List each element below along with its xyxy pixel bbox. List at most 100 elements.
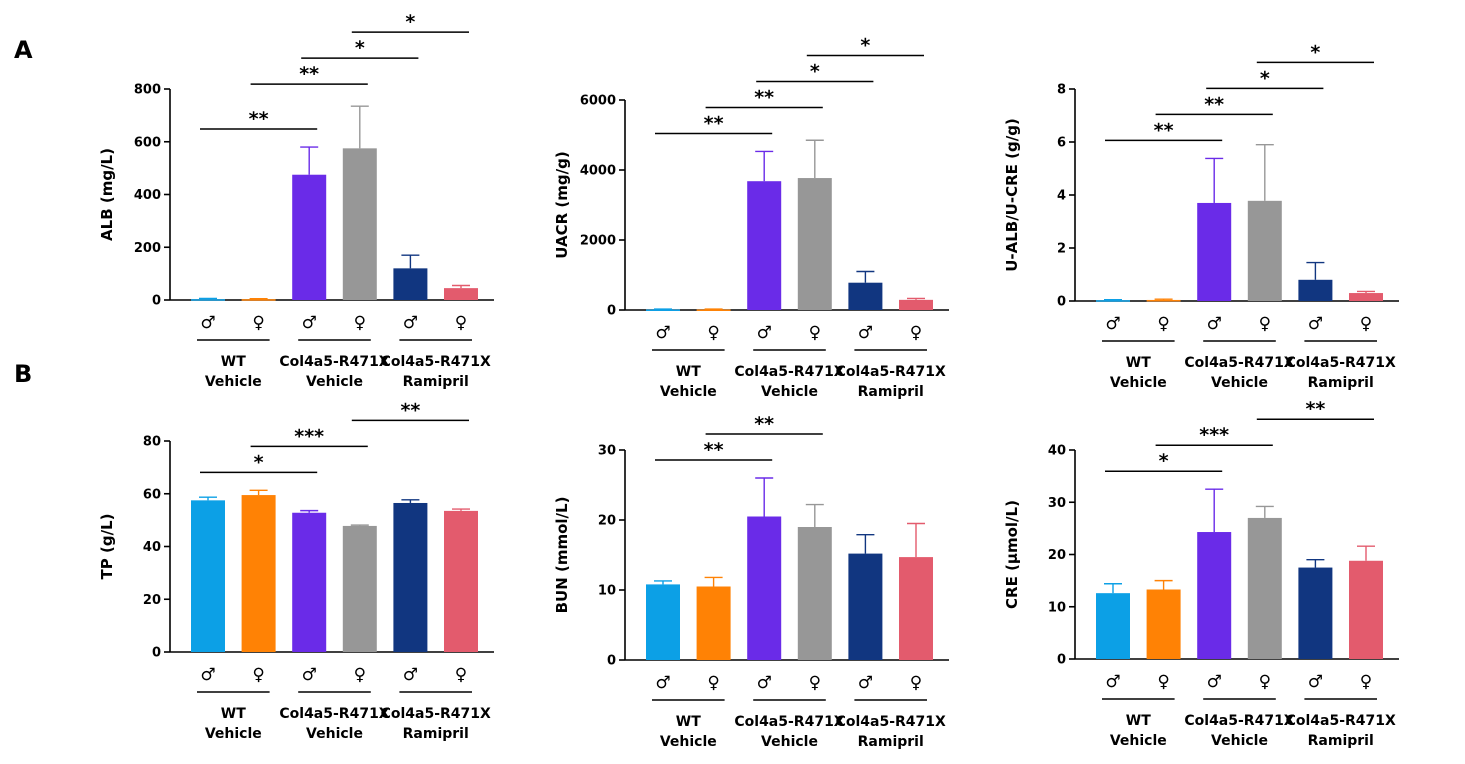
sex-symbol: ♀ <box>252 313 264 333</box>
bar <box>1298 279 1333 301</box>
chart-1: 0 200 400 600 800 ALB (mg/L) ♂ ♀ ♂ ♀ ♂ ♀ WT Vehicle Co… <box>98 11 494 390</box>
group-label-line1: Col4a5-R471X <box>1286 713 1396 729</box>
group-label-line2: Ramipril <box>1308 375 1374 391</box>
sex-symbol: ♂ <box>1207 672 1222 692</box>
y-tick-label: 200 <box>134 241 161 256</box>
y-tick-label: 600 <box>134 135 161 150</box>
y-tick-label: 30 <box>598 444 616 459</box>
sex-symbol: ♂ <box>1105 314 1120 334</box>
significance-stars: ** <box>299 63 319 85</box>
chart-2: 0 2000 4000 6000 UACR (mg/g) ♂ ♀ ♂ ♀ ♂ ♀ WT Vehicle C… <box>553 34 949 400</box>
sex-symbol: ♀ <box>1157 672 1169 692</box>
y-tick-label: 20 <box>598 514 616 529</box>
sex-symbol: ♀ <box>910 673 922 693</box>
group-label-line1: Col4a5-R471X <box>279 706 389 722</box>
group-label-line1: WT <box>1126 355 1151 371</box>
y-tick-label: 40 <box>143 540 161 555</box>
group-label-line2: Ramipril <box>403 726 469 742</box>
sex-symbol: ♂ <box>302 313 317 333</box>
y-tick-label: 6 <box>1057 136 1066 151</box>
bar <box>241 495 276 652</box>
group-label-line2: Ramipril <box>1308 733 1374 749</box>
significance-stars: ** <box>704 112 724 134</box>
sex-symbol: ♀ <box>354 665 366 685</box>
y-tick-label: 10 <box>598 584 616 599</box>
significance-stars: ** <box>249 108 269 130</box>
significance-stars: * <box>1260 67 1270 89</box>
bar <box>444 510 478 652</box>
sex-symbol: ♂ <box>858 673 873 693</box>
group-label-line2: Vehicle <box>306 726 363 742</box>
bar <box>342 148 377 300</box>
group-label-line1: Col4a5-R471X <box>1286 355 1396 371</box>
bar <box>797 527 832 660</box>
group-label-line1: Col4a5-R471X <box>836 364 946 380</box>
y-axis-label: U-ALB/U-CRE (g/g) <box>1003 118 1021 272</box>
y-tick-label: 0 <box>607 654 616 669</box>
bar <box>393 268 428 300</box>
y-axis-label: CRE (μmol/L) <box>1003 500 1021 609</box>
sex-symbol: ♂ <box>655 323 670 343</box>
group-label-line2: Vehicle <box>1110 733 1167 749</box>
sex-symbol: ♀ <box>354 313 366 333</box>
y-tick-label: 8 <box>1057 83 1066 98</box>
chart-5: 0 10 20 30 BUN (mmol/L) ♂ ♀ ♂ ♀ ♂ ♀ WT Vehicle Col4a5… <box>553 413 949 750</box>
y-tick-label: 0 <box>1057 295 1066 310</box>
y-tick-label: 20 <box>1048 548 1066 563</box>
y-tick-label: 4 <box>1057 189 1066 204</box>
sex-symbol: ♀ <box>455 313 467 333</box>
bar <box>848 282 883 310</box>
group-label-line2: Vehicle <box>205 374 262 390</box>
sex-symbol: ♂ <box>302 665 317 685</box>
y-axis-label: ALB (mg/L) <box>98 148 116 241</box>
bar <box>747 181 782 310</box>
y-tick-label: 2000 <box>580 234 616 249</box>
significance-stars: ** <box>704 439 724 461</box>
sex-symbol: ♂ <box>1105 672 1120 692</box>
y-tick-label: 20 <box>143 593 161 608</box>
bar <box>1298 567 1333 659</box>
y-tick-label: 4000 <box>580 164 616 179</box>
y-tick-label: 0 <box>152 646 161 661</box>
bar <box>191 500 225 652</box>
y-tick-label: 80 <box>143 435 161 450</box>
sex-symbol: ♂ <box>757 673 772 693</box>
bar <box>1349 560 1383 659</box>
significance-stars: * <box>810 60 820 82</box>
group-label-line2: Vehicle <box>205 726 262 742</box>
bar <box>899 557 933 660</box>
sex-symbol: ♀ <box>1157 314 1169 334</box>
group-label-line1: Col4a5-R471X <box>381 354 491 370</box>
significance-stars: ** <box>400 399 420 421</box>
bar <box>797 178 832 310</box>
y-tick-label: 30 <box>1048 496 1066 511</box>
significance-stars: * <box>254 451 264 473</box>
group-label-line1: Col4a5-R471X <box>1184 713 1294 729</box>
sex-symbol: ♂ <box>403 313 418 333</box>
group-label-line2: Vehicle <box>306 374 363 390</box>
bar <box>292 174 327 300</box>
bar <box>1197 532 1232 659</box>
y-tick-label: 6000 <box>580 94 616 109</box>
y-tick-label: 0 <box>152 294 161 309</box>
sex-symbol: ♂ <box>655 673 670 693</box>
sex-symbol: ♀ <box>809 673 821 693</box>
significance-stars: * <box>1159 450 1169 472</box>
y-tick-label: 0 <box>607 304 616 319</box>
group-label-line2: Ramipril <box>858 384 924 400</box>
bar <box>1146 299 1181 302</box>
bar <box>1349 293 1383 301</box>
bar <box>342 525 377 652</box>
group-label-line1: WT <box>1126 713 1151 729</box>
bar <box>1096 300 1130 302</box>
sex-symbol: ♀ <box>252 665 264 685</box>
significance-stars: *** <box>1199 424 1229 446</box>
bar <box>191 299 225 301</box>
bar <box>696 586 731 660</box>
bar <box>1096 593 1130 659</box>
group-label-line2: Vehicle <box>1110 375 1167 391</box>
y-tick-label: 40 <box>1048 444 1066 459</box>
sex-symbol: ♀ <box>1360 672 1372 692</box>
group-label-line1: Col4a5-R471X <box>734 364 844 380</box>
significance-stars: ** <box>754 86 774 108</box>
